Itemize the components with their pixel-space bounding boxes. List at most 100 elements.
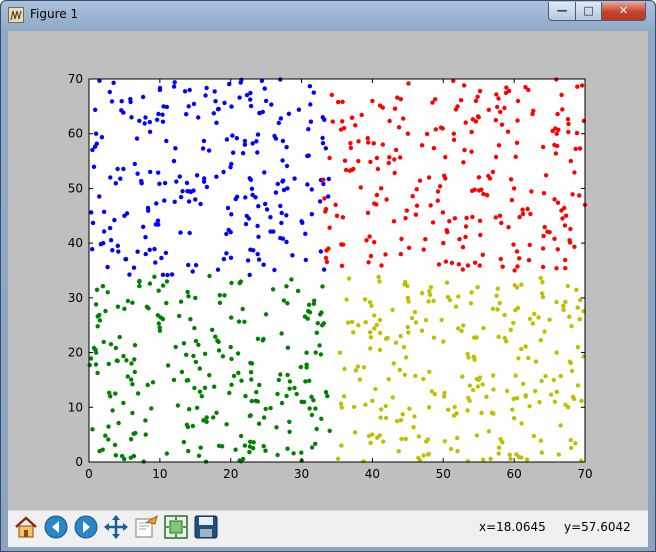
data-point [135,249,140,254]
data-point [213,99,218,104]
data-point [243,393,248,399]
data-point [559,92,564,98]
data-point [391,361,396,366]
data-point [243,221,249,227]
data-point [526,87,531,93]
data-point [405,283,410,289]
data-point [93,131,99,136]
data-point [91,164,97,169]
data-point [95,370,100,376]
plot-area [89,79,585,462]
data-point [472,357,477,362]
data-point [455,448,460,454]
data-point [345,320,351,325]
data-point [147,247,152,252]
data-point [129,361,134,366]
data-point [311,301,317,306]
data-point [152,274,157,279]
data-point [339,405,344,410]
data-point [201,179,207,184]
pan-button[interactable] [102,513,130,541]
data-point [421,376,426,382]
data-point [508,327,513,332]
data-point [359,112,364,118]
data-point [238,80,243,85]
data-point [184,422,190,427]
data-point [274,425,279,430]
data-point [403,216,408,221]
data-point [386,160,391,166]
data-point [472,260,478,265]
data-point [579,398,584,404]
data-point [110,408,115,413]
home-button[interactable] [12,513,40,541]
data-point [101,209,107,214]
subplots-button[interactable] [162,513,190,541]
data-point [206,148,212,153]
data-point [500,264,505,269]
data-point [362,297,368,302]
data-point [190,269,195,274]
title-bar[interactable]: Figure 1 — □ ✕ [1,1,655,31]
data-point [377,279,382,284]
zoom-button[interactable] [132,513,160,541]
data-point [539,291,545,296]
data-point [229,212,234,217]
data-point [439,317,444,323]
data-point [268,405,273,411]
data-point [468,301,474,306]
data-point [442,390,447,396]
plot-frame [88,78,586,463]
data-point [149,406,154,411]
close-button[interactable]: ✕ [601,2,646,21]
data-point [466,395,471,401]
data-point [514,395,520,401]
figure-canvas[interactable]: 0 10 20 30 40 50 60 70 0 10 20 30 40 50 60 70 [8,31,648,541]
data-point [119,453,125,459]
data-point [299,450,304,455]
data-point [540,246,546,251]
data-point [574,130,580,136]
data-point [229,161,234,167]
data-point [178,299,184,304]
data-point [460,245,466,250]
data-point [379,263,384,268]
data-point [204,415,209,420]
data-point [244,92,250,98]
data-point [448,446,454,452]
data-point [171,377,177,383]
data-point [465,263,471,268]
data-point [497,300,502,306]
data-point [280,158,285,163]
data-point [249,361,255,366]
data-point [494,293,499,298]
data-point [225,205,231,211]
data-point [131,453,137,459]
data-point [130,410,135,416]
forward-button[interactable] [72,513,100,541]
data-point [280,236,286,241]
scatter-plot[interactable]: 0 10 20 30 40 50 60 70 0 10 20 30 40 50 60 70 [8,31,648,510]
data-point [255,336,261,341]
data-point [445,294,451,300]
minimize-button[interactable]: — [548,2,576,21]
series-1 [321,77,588,273]
maximize-button[interactable]: □ [575,2,602,21]
data-point [164,451,169,456]
save-button[interactable] [192,513,220,541]
data-point [284,163,290,169]
data-point [271,229,276,234]
data-point [226,227,231,233]
data-point [250,192,255,198]
data-point [451,413,457,418]
data-point [157,85,163,91]
data-point [216,348,222,353]
data-point [365,210,371,215]
data-point [132,357,137,362]
back-button[interactable] [42,513,70,541]
app-icon [8,7,24,23]
data-point [519,282,524,287]
data-point [290,253,295,258]
data-point [496,96,501,101]
data-point [465,459,470,464]
